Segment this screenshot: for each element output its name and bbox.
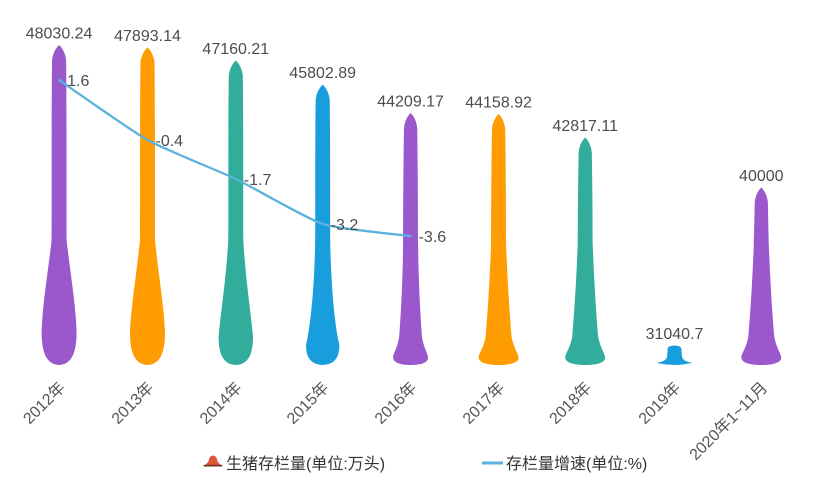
svg-text:48030.24: 48030.24 — [26, 26, 93, 43]
svg-text:40000: 40000 — [739, 168, 784, 185]
svg-text:47893.14: 47893.14 — [114, 28, 181, 45]
svg-text:47160.21: 47160.21 — [202, 41, 269, 58]
svg-text:-1.7: -1.7 — [244, 172, 272, 189]
svg-text:44158.92: 44158.92 — [465, 95, 532, 112]
svg-text:-3.2: -3.2 — [331, 217, 359, 234]
svg-text:存栏量增速(单位:%): 存栏量增速(单位:%) — [506, 455, 647, 473]
svg-text:生猪存栏量(单位:万头): 生猪存栏量(单位:万头) — [226, 455, 385, 473]
svg-text:1.6: 1.6 — [67, 73, 89, 90]
svg-text:-0.4: -0.4 — [156, 133, 184, 150]
svg-text:31040.7: 31040.7 — [646, 326, 704, 343]
svg-text:42817.11: 42817.11 — [552, 118, 618, 135]
svg-text:45802.89: 45802.89 — [289, 65, 356, 82]
svg-text:-3.6: -3.6 — [419, 229, 447, 246]
svg-text:44209.17: 44209.17 — [377, 94, 444, 111]
